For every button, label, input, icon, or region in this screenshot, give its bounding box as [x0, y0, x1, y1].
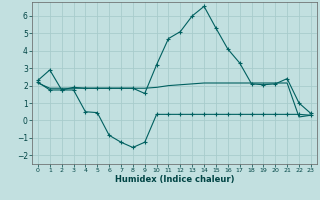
X-axis label: Humidex (Indice chaleur): Humidex (Indice chaleur) — [115, 175, 234, 184]
